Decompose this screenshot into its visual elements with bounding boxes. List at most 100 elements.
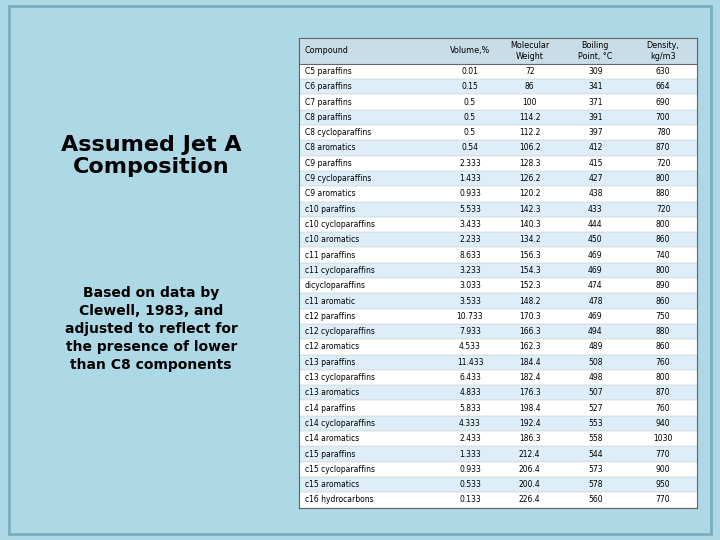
Text: 720: 720 (656, 205, 670, 214)
Bar (299, 38, 697, 508)
Text: c12 cycloparaffins: c12 cycloparaffins (305, 327, 374, 336)
Text: 860: 860 (656, 296, 670, 306)
Text: c12 aromatics: c12 aromatics (305, 342, 359, 352)
Text: 112.2: 112.2 (519, 128, 541, 137)
Text: 800: 800 (656, 220, 670, 229)
Bar (299, 38, 697, 64)
Text: 770: 770 (656, 495, 670, 504)
Text: 140.3: 140.3 (519, 220, 541, 229)
Text: 200.4: 200.4 (519, 480, 541, 489)
Text: c14 aromatics: c14 aromatics (305, 434, 359, 443)
Bar (299, 355, 697, 370)
Bar (299, 492, 697, 508)
Text: 397: 397 (588, 128, 603, 137)
Text: 860: 860 (656, 235, 670, 244)
Bar (299, 232, 697, 247)
Text: 890: 890 (656, 281, 670, 290)
Text: 391: 391 (588, 113, 603, 122)
Text: 10.733: 10.733 (456, 312, 483, 321)
Text: 371: 371 (588, 98, 603, 106)
Text: 700: 700 (656, 113, 670, 122)
Text: 508: 508 (588, 357, 603, 367)
Text: 148.2: 148.2 (519, 296, 541, 306)
Text: c16 hydrocarbons: c16 hydrocarbons (305, 495, 374, 504)
Text: c13 cycloparaffins: c13 cycloparaffins (305, 373, 375, 382)
Text: 427: 427 (588, 174, 603, 183)
Bar (299, 462, 697, 477)
Bar (299, 64, 697, 79)
Text: C9 aromatics: C9 aromatics (305, 190, 356, 198)
Text: dicycloparaffins: dicycloparaffins (305, 281, 366, 290)
Text: 5.833: 5.833 (459, 403, 481, 413)
Text: 553: 553 (588, 419, 603, 428)
Text: 156.3: 156.3 (519, 251, 541, 260)
Text: 494: 494 (588, 327, 603, 336)
Bar (299, 186, 697, 201)
Text: 2.333: 2.333 (459, 159, 481, 168)
Text: 0.54: 0.54 (462, 144, 479, 152)
Text: 870: 870 (656, 144, 670, 152)
Text: 860: 860 (656, 342, 670, 352)
Bar (299, 125, 697, 140)
Text: 0.933: 0.933 (459, 465, 481, 474)
Text: 412: 412 (588, 144, 603, 152)
Text: c15 aromatics: c15 aromatics (305, 480, 359, 489)
Text: Density,
kg/m3: Density, kg/m3 (647, 41, 680, 60)
Text: Based on data by
Clewell, 1983, and
adjusted to reflect for
the presence of lowe: Based on data by Clewell, 1983, and adju… (65, 286, 238, 372)
Text: c11 aromatic: c11 aromatic (305, 296, 355, 306)
Text: 880: 880 (656, 327, 670, 336)
Text: 0.5: 0.5 (464, 98, 476, 106)
Text: 507: 507 (588, 388, 603, 397)
Text: C8 paraffins: C8 paraffins (305, 113, 351, 122)
Text: 527: 527 (588, 403, 603, 413)
Text: 573: 573 (588, 465, 603, 474)
Text: Boiling
Point, °C: Boiling Point, °C (578, 41, 613, 60)
Text: 3.233: 3.233 (459, 266, 481, 275)
Text: C8 cycloparaffins: C8 cycloparaffins (305, 128, 371, 137)
Text: 800: 800 (656, 174, 670, 183)
Text: 578: 578 (588, 480, 603, 489)
Text: 870: 870 (656, 388, 670, 397)
Bar (299, 416, 697, 431)
Text: 433: 433 (588, 205, 603, 214)
Bar (299, 263, 697, 278)
Text: 0.01: 0.01 (462, 67, 479, 76)
Bar (299, 140, 697, 156)
Text: 154.3: 154.3 (519, 266, 541, 275)
Text: 0.133: 0.133 (459, 495, 481, 504)
Text: 182.4: 182.4 (519, 373, 541, 382)
Text: C9 cycloparaffins: C9 cycloparaffins (305, 174, 371, 183)
Text: 5.533: 5.533 (459, 205, 481, 214)
Text: 206.4: 206.4 (519, 465, 541, 474)
Text: 3.033: 3.033 (459, 281, 481, 290)
Text: 128.3: 128.3 (519, 159, 541, 168)
Text: 72: 72 (525, 67, 534, 76)
Text: 192.4: 192.4 (519, 419, 541, 428)
Text: 469: 469 (588, 266, 603, 275)
Text: c14 paraffins: c14 paraffins (305, 403, 355, 413)
Bar (299, 401, 697, 416)
Text: Compound: Compound (305, 46, 348, 55)
Text: 760: 760 (656, 403, 670, 413)
Text: 1030: 1030 (654, 434, 672, 443)
Text: 166.3: 166.3 (519, 327, 541, 336)
Text: 212.4: 212.4 (519, 449, 541, 458)
Text: c15 paraffins: c15 paraffins (305, 449, 355, 458)
Text: 444: 444 (588, 220, 603, 229)
Text: 0.5: 0.5 (464, 113, 476, 122)
Text: 106.2: 106.2 (519, 144, 541, 152)
Text: 489: 489 (588, 342, 603, 352)
Text: 198.4: 198.4 (519, 403, 541, 413)
Bar (299, 309, 697, 324)
Text: Molecular
Weight: Molecular Weight (510, 41, 549, 60)
Bar (299, 293, 697, 309)
Text: 690: 690 (656, 98, 670, 106)
Bar (299, 385, 697, 401)
Text: 7.933: 7.933 (459, 327, 481, 336)
Text: c14 cycloparaffins: c14 cycloparaffins (305, 419, 375, 428)
Text: Assumed Jet A
Composition: Assumed Jet A Composition (61, 135, 241, 177)
Text: c11 cycloparaffins: c11 cycloparaffins (305, 266, 374, 275)
Text: 498: 498 (588, 373, 603, 382)
Text: 630: 630 (656, 67, 670, 76)
Bar (299, 477, 697, 492)
